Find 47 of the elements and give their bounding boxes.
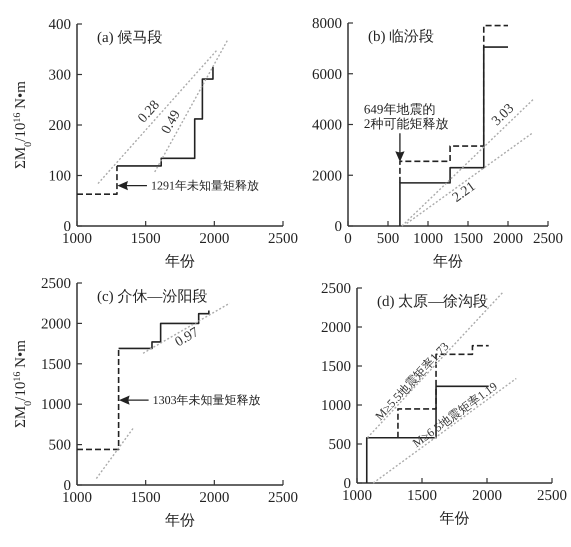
- y-tick-label: 1500: [41, 356, 71, 373]
- x-tick-label: 1500: [130, 490, 161, 506]
- text: 3.03: [489, 101, 518, 130]
- y-tick-label: 6000: [312, 66, 342, 83]
- y-tick-label: 200: [48, 118, 71, 134]
- chart-title: (a) 候马段: [97, 29, 162, 46]
- y-tick-label: 1500: [321, 359, 351, 375]
- x-tick-label: 2500: [537, 488, 567, 504]
- y-tick-label: 500: [328, 437, 351, 453]
- x-tick-label: 2000: [472, 488, 502, 504]
- chart-title: (b) 临汾段: [368, 28, 434, 45]
- text: 2.21: [450, 179, 479, 206]
- y-tick-label: 2000: [321, 320, 351, 336]
- chart-title: (c) 介休—汾阳段: [97, 288, 208, 305]
- x-tick-label: 2500: [268, 490, 298, 506]
- y-tick-label: 2500: [321, 281, 351, 297]
- y-tick-label: 1000: [321, 398, 351, 414]
- y-tick-label: 300: [48, 68, 71, 84]
- x-tick-label: 1000: [413, 231, 443, 247]
- x-axis-title: 年份: [165, 253, 195, 270]
- chart-title: (d) 太原—徐沟段: [377, 293, 488, 310]
- x-axis-title: 年份: [165, 512, 195, 529]
- x-axis-title: 年份: [433, 253, 463, 270]
- y-tick-label: 2000: [312, 168, 342, 184]
- annotation: 1291年未知量矩释放: [150, 178, 259, 193]
- y-tick-label: 2500: [41, 276, 71, 292]
- y-tick-label: 500: [48, 438, 71, 454]
- annotation: 649年地震的 2种可能矩释放: [364, 101, 448, 132]
- x-axis-title: 年份: [440, 510, 470, 527]
- y-tick-label: 1000: [41, 397, 71, 414]
- x-tick-label: 500: [376, 231, 400, 247]
- x-tick-label: 2500: [533, 231, 563, 247]
- y-tick-label: 100: [48, 168, 71, 184]
- annotation: 1303年未知量矩释放: [152, 393, 261, 408]
- x-tick-label: 2500: [268, 231, 298, 247]
- y-tick-label: 400: [48, 17, 71, 33]
- y-tick-label: 2000: [41, 316, 71, 332]
- y-tick-label: 0: [334, 219, 342, 235]
- x-tick-label: 2000: [493, 231, 523, 247]
- text: 0.97: [172, 325, 202, 350]
- x-tick-label: 1500: [407, 488, 437, 504]
- x-tick-label: 1500: [453, 231, 483, 247]
- x-tick-label: 2000: [199, 490, 230, 506]
- x-tick-label: 1500: [130, 231, 161, 247]
- x-tick-label: 2000: [199, 231, 230, 247]
- y-tick-label: 4000: [312, 118, 342, 134]
- y-tick-label: 8000: [312, 16, 342, 32]
